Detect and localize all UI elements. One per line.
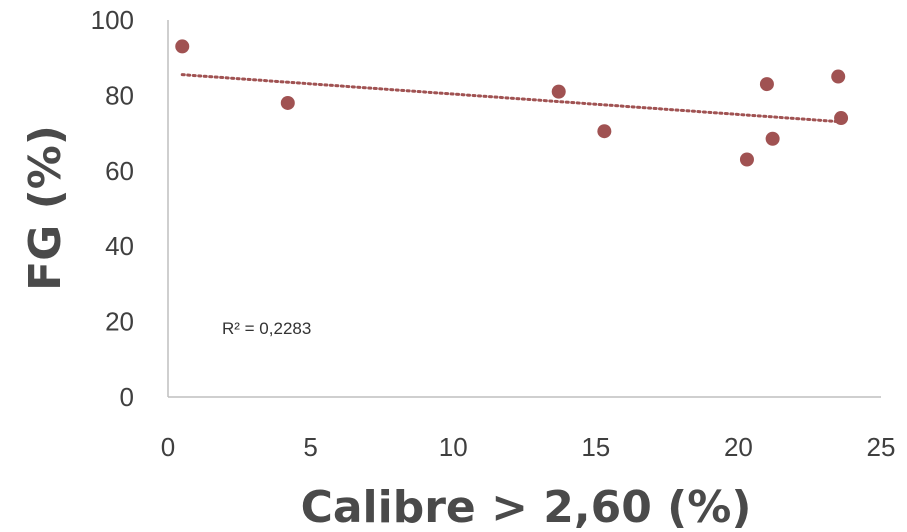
x-tick-label: 0 bbox=[161, 432, 175, 462]
x-axis-title: Calibre > 2,60 (%) bbox=[301, 482, 752, 532]
r-squared-label: R² = 0,2283 bbox=[222, 319, 311, 338]
data-point bbox=[759, 77, 774, 92]
x-tick-label: 15 bbox=[581, 432, 610, 462]
x-tick-labels: 0 5 10 15 20 25 bbox=[161, 432, 896, 462]
data-points bbox=[175, 39, 849, 167]
axes bbox=[167, 20, 881, 398]
data-point bbox=[765, 131, 780, 146]
data-point bbox=[175, 39, 190, 54]
y-tick-label: 40 bbox=[105, 231, 134, 261]
x-tick-label: 25 bbox=[867, 432, 896, 462]
data-point bbox=[739, 152, 754, 167]
data-point bbox=[280, 95, 295, 110]
data-point bbox=[831, 69, 846, 84]
data-point bbox=[551, 84, 566, 99]
y-axis-title: FG (%) bbox=[20, 125, 71, 291]
y-tick-label: 100 bbox=[91, 5, 134, 35]
x-tick-label: 20 bbox=[724, 432, 753, 462]
data-point bbox=[597, 124, 612, 139]
y-tick-label: 80 bbox=[105, 80, 134, 110]
data-point bbox=[834, 111, 849, 126]
y-tick-labels: 0 20 40 60 80 100 bbox=[91, 5, 134, 412]
x-tick-label: 5 bbox=[303, 432, 317, 462]
y-tick-label: 60 bbox=[105, 156, 134, 186]
x-tick-label: 10 bbox=[439, 432, 468, 462]
y-tick-label: 0 bbox=[120, 382, 134, 412]
y-tick-label: 20 bbox=[105, 307, 134, 337]
trendline bbox=[180, 73, 843, 124]
